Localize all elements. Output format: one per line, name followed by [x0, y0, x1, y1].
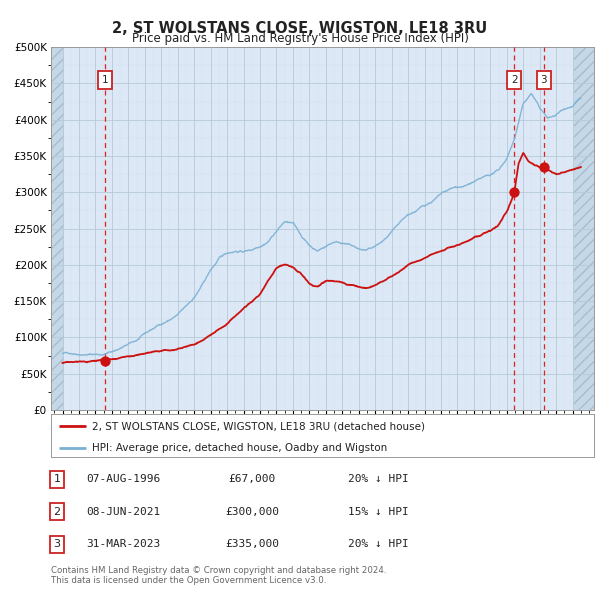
Text: Price paid vs. HM Land Registry's House Price Index (HPI): Price paid vs. HM Land Registry's House …	[131, 32, 469, 45]
Text: 3: 3	[541, 75, 547, 85]
Text: £300,000: £300,000	[225, 507, 279, 517]
Text: 1: 1	[102, 75, 109, 85]
Bar	[574, 47, 594, 410]
Bar	[51, 47, 64, 410]
Point	[509, 188, 519, 197]
Text: 2, ST WOLSTANS CLOSE, WIGSTON, LE18 3RU: 2, ST WOLSTANS CLOSE, WIGSTON, LE18 3RU	[112, 21, 488, 35]
Text: 2: 2	[53, 507, 61, 517]
Text: 07-AUG-1996: 07-AUG-1996	[86, 474, 160, 484]
Text: 20% ↓ HPI: 20% ↓ HPI	[348, 474, 409, 484]
Text: 1: 1	[53, 474, 61, 484]
Text: HPI: Average price, detached house, Oadby and Wigston: HPI: Average price, detached house, Oadb…	[92, 442, 387, 453]
Text: 31-MAR-2023: 31-MAR-2023	[86, 539, 160, 549]
Bar	[51, 47, 64, 410]
Point	[539, 162, 548, 172]
Text: 15% ↓ HPI: 15% ↓ HPI	[348, 507, 409, 517]
Point	[100, 357, 110, 366]
Text: £67,000: £67,000	[229, 474, 275, 484]
Bar	[574, 47, 594, 410]
Text: 08-JUN-2021: 08-JUN-2021	[86, 507, 160, 517]
Text: 20% ↓ HPI: 20% ↓ HPI	[348, 539, 409, 549]
Text: £335,000: £335,000	[225, 539, 279, 549]
Text: 2: 2	[511, 75, 518, 85]
Text: Contains HM Land Registry data © Crown copyright and database right 2024.
This d: Contains HM Land Registry data © Crown c…	[51, 566, 386, 585]
Text: 2, ST WOLSTANS CLOSE, WIGSTON, LE18 3RU (detached house): 2, ST WOLSTANS CLOSE, WIGSTON, LE18 3RU …	[92, 421, 425, 431]
Text: 3: 3	[53, 539, 61, 549]
